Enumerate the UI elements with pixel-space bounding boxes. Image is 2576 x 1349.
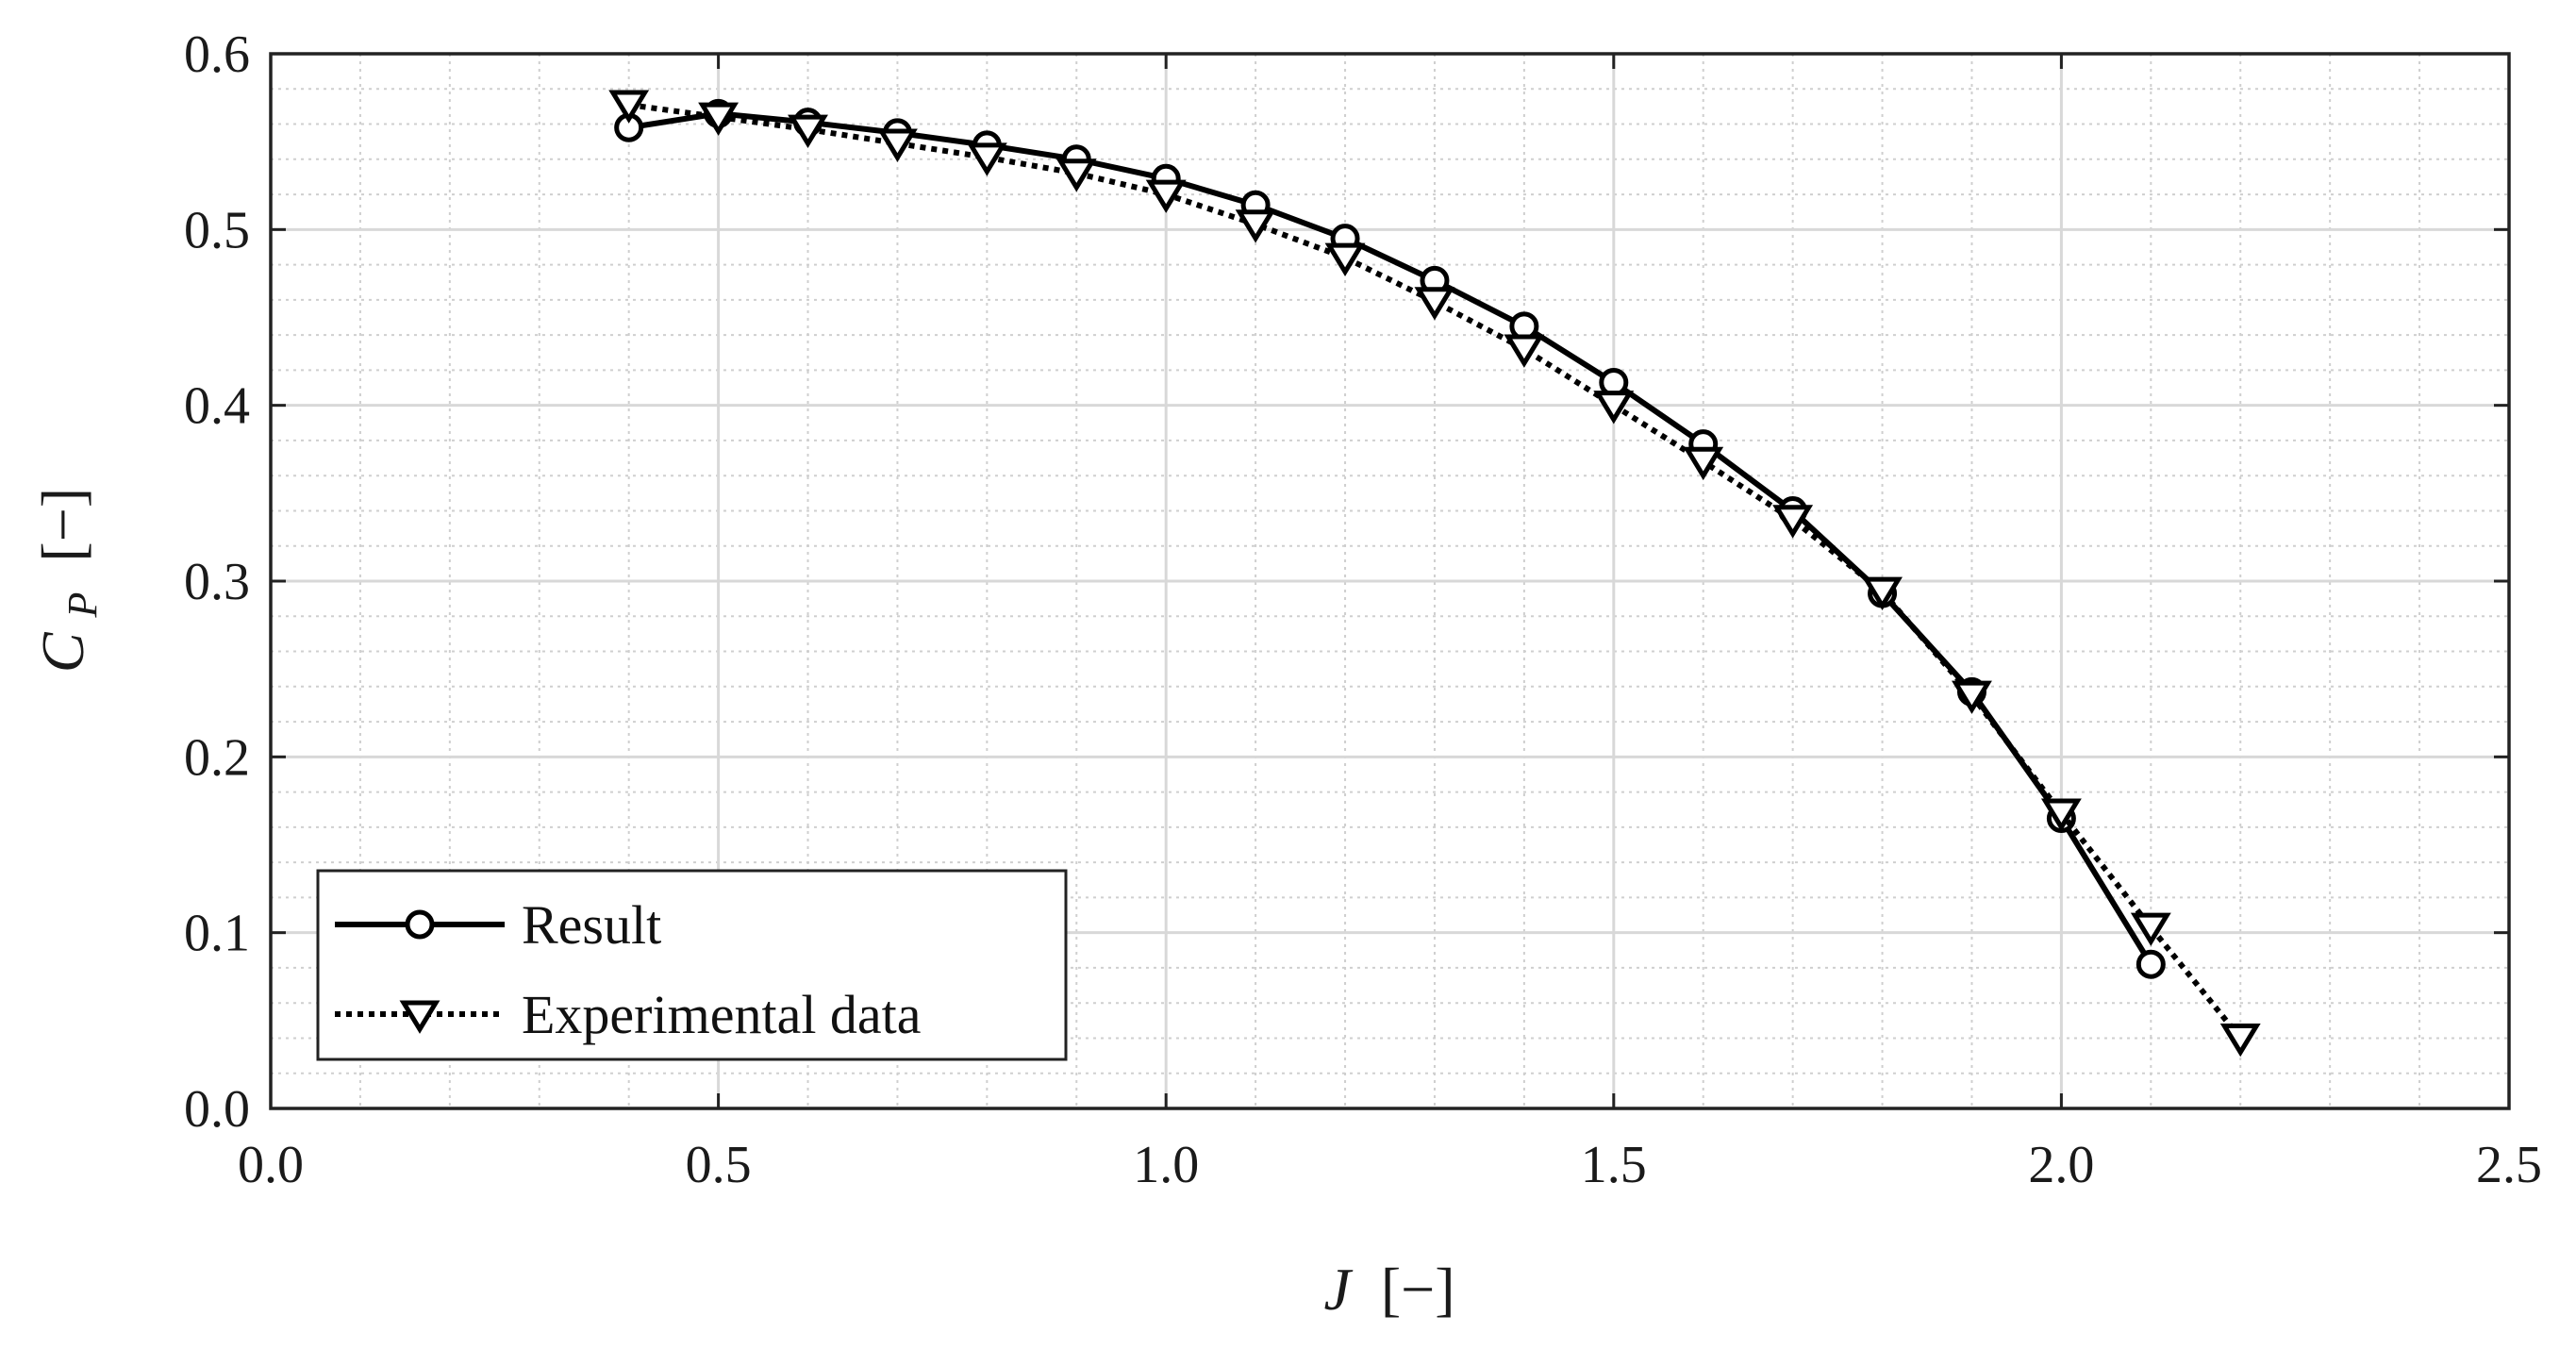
- y-tick-label: 0.2: [184, 728, 250, 787]
- x-tick-label: 0.0: [238, 1136, 304, 1194]
- legend-entry-result: Result: [335, 894, 661, 956]
- experimental-point: [788, 114, 828, 148]
- experimental-point: [2040, 798, 2082, 832]
- experimental-point: [1862, 576, 1903, 610]
- series-layer: [608, 90, 2261, 1058]
- y-tick-label: 0.1: [184, 905, 250, 963]
- x-tick-label: 0.5: [686, 1136, 752, 1194]
- x-axis-label: J [−]: [1323, 1256, 1454, 1323]
- experimental-point: [1235, 209, 1276, 243]
- y-tick-label: 0.6: [184, 25, 250, 84]
- x-axis-symbol: J: [1323, 1256, 1353, 1323]
- legend-experimental-marker: [399, 1000, 440, 1034]
- experimental-point: [1145, 179, 1187, 213]
- series-result: [614, 98, 2166, 979]
- x-tick-label: 2.0: [2028, 1136, 2094, 1194]
- experimental-point: [1504, 334, 1545, 368]
- legend-result-marker: [405, 909, 435, 940]
- experimental-point: [608, 90, 650, 124]
- legend-entry-experimental: Experimental data: [335, 984, 922, 1045]
- y-axis-label: C P [−]: [29, 488, 109, 673]
- legend-box: [316, 869, 1068, 1061]
- experimental-point: [876, 128, 918, 162]
- experimental-point: [1772, 505, 1814, 539]
- y-tick-label: 0.0: [184, 1080, 250, 1139]
- tick-labels: 0.0 0.5 1.0 1.5 2.0 2.5 0.0 0.1 0.2 0.3 0.4 0.5 0.6: [184, 25, 2542, 1194]
- x-axis-unit: [−]: [1381, 1256, 1455, 1323]
- y-tick-label: 0.4: [184, 377, 250, 436]
- experimental-point: [1593, 391, 1635, 425]
- x-tick-label: 1.0: [1133, 1136, 1199, 1194]
- y-tick-label: 0.5: [184, 201, 250, 259]
- experimental-point: [1952, 680, 1992, 714]
- series-experimental: [608, 90, 2261, 1058]
- experimental-point: [2130, 912, 2171, 946]
- experimental-point: [1055, 158, 1097, 192]
- experimental-point: [698, 102, 740, 136]
- experimental-point: [1414, 287, 1455, 321]
- experimental-point: [2219, 1023, 2261, 1058]
- y-axis-symbol: C: [29, 631, 96, 673]
- x-tick-label: 2.5: [2476, 1136, 2542, 1194]
- tick-marks: [269, 52, 2511, 1110]
- y-axis-unit: [−]: [29, 488, 96, 562]
- x-tick-label: 1.5: [1581, 1136, 1647, 1194]
- y-axis-subscript: P: [59, 592, 106, 619]
- y-tick-label: 0.3: [184, 553, 250, 611]
- experimental-point: [1683, 446, 1724, 481]
- result-point: [2136, 949, 2166, 979]
- legend-result-label: Result: [522, 894, 661, 956]
- result-line: [628, 110, 2153, 966]
- experimental-point: [1324, 242, 1366, 276]
- legend: Result Experimental data: [316, 869, 1068, 1061]
- legend-experimental-label: Experimental data: [522, 984, 922, 1045]
- experimental-point: [966, 142, 1007, 176]
